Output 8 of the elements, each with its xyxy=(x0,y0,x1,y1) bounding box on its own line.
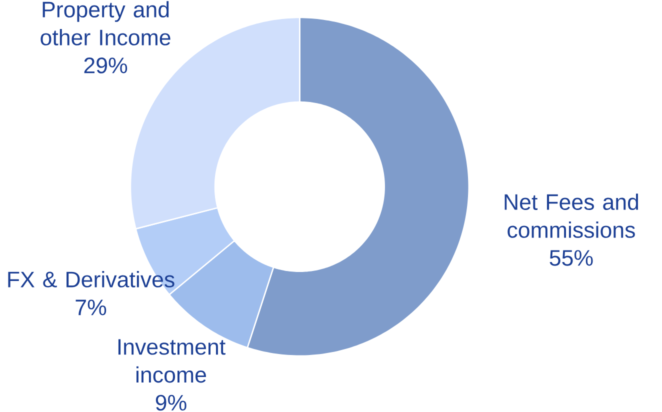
data-label: 9% xyxy=(156,394,186,411)
data-label: 55% xyxy=(550,250,593,266)
slice-label: Investment income xyxy=(118,339,226,383)
slice-label: FX & Derivatives xyxy=(8,271,174,288)
slice-label: Property and other Income xyxy=(40,1,170,46)
data-label: 7% xyxy=(76,300,106,316)
data-label: 29% xyxy=(84,58,128,74)
slice-label: Net Fees and commissions xyxy=(504,194,638,238)
